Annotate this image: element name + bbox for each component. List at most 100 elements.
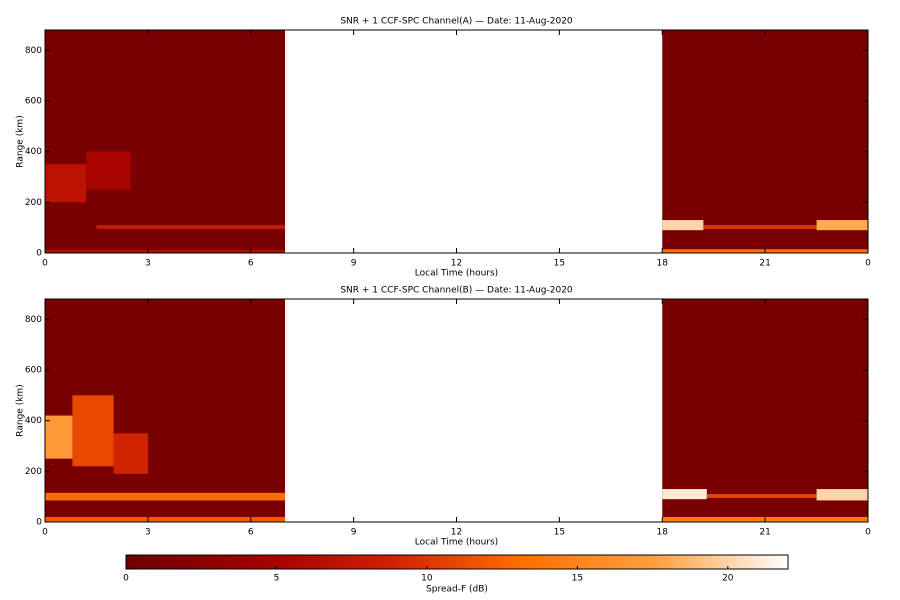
colorbar-step [688, 555, 693, 569]
colorbar-step [476, 555, 481, 569]
x-tick-label: 18 [657, 259, 669, 269]
colorbar-step [404, 555, 408, 569]
colorbar-step [331, 555, 336, 569]
colorbar-step [741, 555, 746, 569]
colorbar-step [758, 555, 763, 569]
colorbar-step [635, 555, 640, 569]
colorbar-step [735, 555, 739, 569]
colorbar-step [682, 555, 686, 569]
colorbar-step [413, 555, 418, 569]
colorbar-step [566, 555, 571, 569]
colorbar-step [658, 555, 663, 569]
colorbar-step [678, 555, 683, 569]
colorbar-step [509, 555, 514, 569]
colorbar-step [599, 555, 604, 569]
colorbar-step [639, 555, 643, 569]
colorbar-step [751, 555, 756, 569]
colorbar-step [662, 555, 667, 569]
chart-title: SNR + 1 CCF-SPC Channel(A) — Date: 11-Au… [340, 17, 573, 27]
colorbar-step [208, 555, 213, 569]
colorbar-step [126, 555, 130, 569]
colorbar-step [771, 555, 776, 569]
y-axis-label: Range (km) [16, 384, 26, 436]
colorbar-step [744, 555, 749, 569]
colorbar-step [609, 555, 614, 569]
colorbar-step [241, 555, 246, 569]
heat-cell [45, 516, 286, 522]
colorbar-step [629, 555, 633, 569]
colorbar-step [185, 555, 190, 569]
colorbar-step [539, 555, 544, 569]
colorbar-step [129, 555, 134, 569]
colorbar-step [278, 555, 283, 569]
colorbar-step [784, 555, 789, 569]
colorbar-step [774, 555, 779, 569]
colorbar-step [132, 555, 137, 569]
colorbar-step [718, 555, 723, 569]
colorbar-step [705, 555, 710, 569]
y-tick-label: 400 [25, 147, 42, 157]
colorbar-step [294, 555, 299, 569]
colorbar-step [354, 555, 359, 569]
colorbar-step [407, 555, 412, 569]
x-tick-label: 21 [759, 528, 770, 538]
colorbar-step [265, 555, 269, 569]
colorbar-step [572, 555, 577, 569]
colorbar-step [648, 555, 653, 569]
colorbar-step [460, 555, 465, 569]
colorbar-step [288, 555, 292, 569]
colorbar-tick-label: 10 [421, 574, 433, 584]
colorbar-step [483, 555, 488, 569]
colorbar-step [304, 555, 309, 569]
colorbar-step [337, 555, 342, 569]
colorbar-step [443, 555, 448, 569]
colorbar-step [218, 555, 223, 569]
colorbar-step [238, 555, 243, 569]
colorbar-step [351, 555, 355, 569]
heat-cell [816, 220, 868, 231]
x-tick-label: 15 [554, 528, 565, 538]
colorbar-step [513, 555, 518, 569]
x-tick-label: 6 [248, 528, 254, 538]
colorbar-step [172, 555, 177, 569]
colorbar-step [175, 555, 180, 569]
colorbar-step [619, 555, 623, 569]
x-tick-label: 3 [145, 259, 151, 269]
colorbar-step [490, 555, 494, 569]
heat-cell [45, 164, 87, 203]
colorbar-step [711, 555, 716, 569]
colorbar-step [731, 555, 736, 569]
colorbar-step [311, 555, 316, 569]
colorbar-step [215, 555, 220, 569]
colorbar-step [202, 555, 206, 569]
colorbar-step [665, 555, 670, 569]
colorbar-step [155, 555, 160, 569]
colorbar-step [589, 555, 594, 569]
colorbar-step [645, 555, 650, 569]
x-tick-label: 9 [351, 259, 357, 269]
colorbar-step [298, 555, 302, 569]
colorbar-step [152, 555, 157, 569]
colorbar-tick-label: 15 [572, 574, 583, 584]
colorbar-step [652, 555, 657, 569]
heat-cell [816, 489, 868, 501]
colorbar-step [586, 555, 590, 569]
y-tick-label: 200 [25, 198, 42, 208]
heat-cell [662, 489, 707, 500]
x-tick-label: 15 [554, 259, 565, 269]
colorbar-step [533, 555, 537, 569]
colorbar-step [374, 555, 379, 569]
y-tick-label: 0 [36, 249, 42, 259]
colorbar-step [642, 555, 647, 569]
y-tick-label: 0 [36, 518, 42, 528]
heat-cell [45, 492, 286, 501]
colorbar-step [268, 555, 273, 569]
colorbar-step [523, 555, 528, 569]
colorbar-step [165, 555, 170, 569]
colorbar-step [708, 555, 713, 569]
colorbar-step [255, 555, 259, 569]
colorbar-step [543, 555, 547, 569]
colorbar-step [400, 555, 405, 569]
colorbar-step [271, 555, 276, 569]
